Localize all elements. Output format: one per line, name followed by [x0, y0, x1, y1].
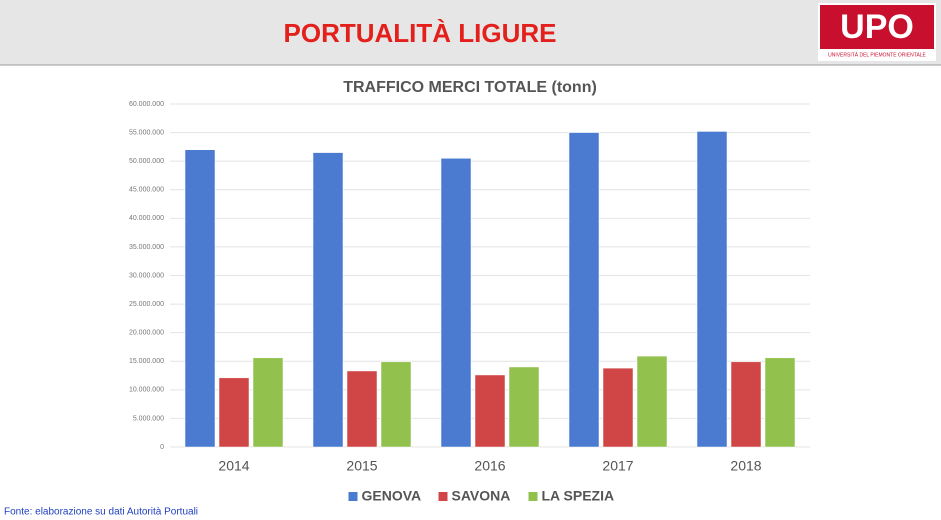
legend-label: LA SPEZIA: [542, 488, 615, 504]
y-tick-label: 10.000.000: [129, 387, 164, 394]
y-tick-label: 45.000.000: [129, 187, 164, 194]
bar: [696, 131, 728, 448]
bar: [346, 370, 378, 448]
bar: [764, 357, 796, 448]
bar: [730, 361, 762, 448]
bar: [636, 355, 668, 448]
x-tick-label: 2018: [730, 458, 761, 474]
y-tick-label: 40.000.000: [129, 215, 164, 222]
bar: [568, 132, 600, 448]
legend-swatch: [528, 492, 538, 501]
logo-caption: UNIVERSITÀ DEL PIEMONTE ORIENTALE: [828, 51, 926, 58]
bar: [474, 374, 506, 448]
x-tick-label: 2016: [474, 458, 505, 474]
x-tick-label: 2014: [218, 458, 249, 474]
footer-source: Fonte: elaborazione su dati Autorità Por…: [4, 507, 198, 518]
logo-text: UPO: [840, 8, 914, 46]
bar: [440, 158, 472, 448]
logo-red: [820, 5, 934, 49]
y-tick-label: 5.000.000: [133, 415, 164, 422]
y-tick-label: 60.000.000: [129, 101, 164, 108]
x-tick-label: 2015: [346, 458, 377, 474]
chart-title: TRAFFICO MERCI TOTALE (tonn): [343, 79, 597, 96]
bar: [184, 149, 216, 448]
bar: [312, 152, 344, 448]
y-tick-label: 55.000.000: [129, 129, 164, 136]
y-tick-label: 20.000.000: [129, 330, 164, 337]
y-tick-label: 30.000.000: [129, 272, 164, 279]
y-tick-label: 15.000.000: [129, 358, 164, 365]
y-tick-label: 50.000.000: [129, 158, 164, 165]
legend-swatch: [348, 492, 358, 501]
bar: [508, 366, 540, 448]
x-tick-label: 2017: [602, 458, 633, 474]
bar: [252, 357, 284, 448]
legend-label: GENOVA: [362, 488, 422, 504]
y-tick-label: 35.000.000: [129, 244, 164, 251]
header-band: [0, 0, 941, 65]
bar: [380, 361, 412, 448]
legend-label: SAVONA: [452, 488, 511, 504]
bar: [602, 367, 634, 448]
bar: [218, 377, 250, 448]
y-tick-label: 25.000.000: [129, 301, 164, 308]
slide-title: PORTUALITÀ LIGURE: [284, 18, 557, 48]
legend-swatch: [438, 492, 448, 501]
y-tick-label: 0: [160, 444, 164, 451]
